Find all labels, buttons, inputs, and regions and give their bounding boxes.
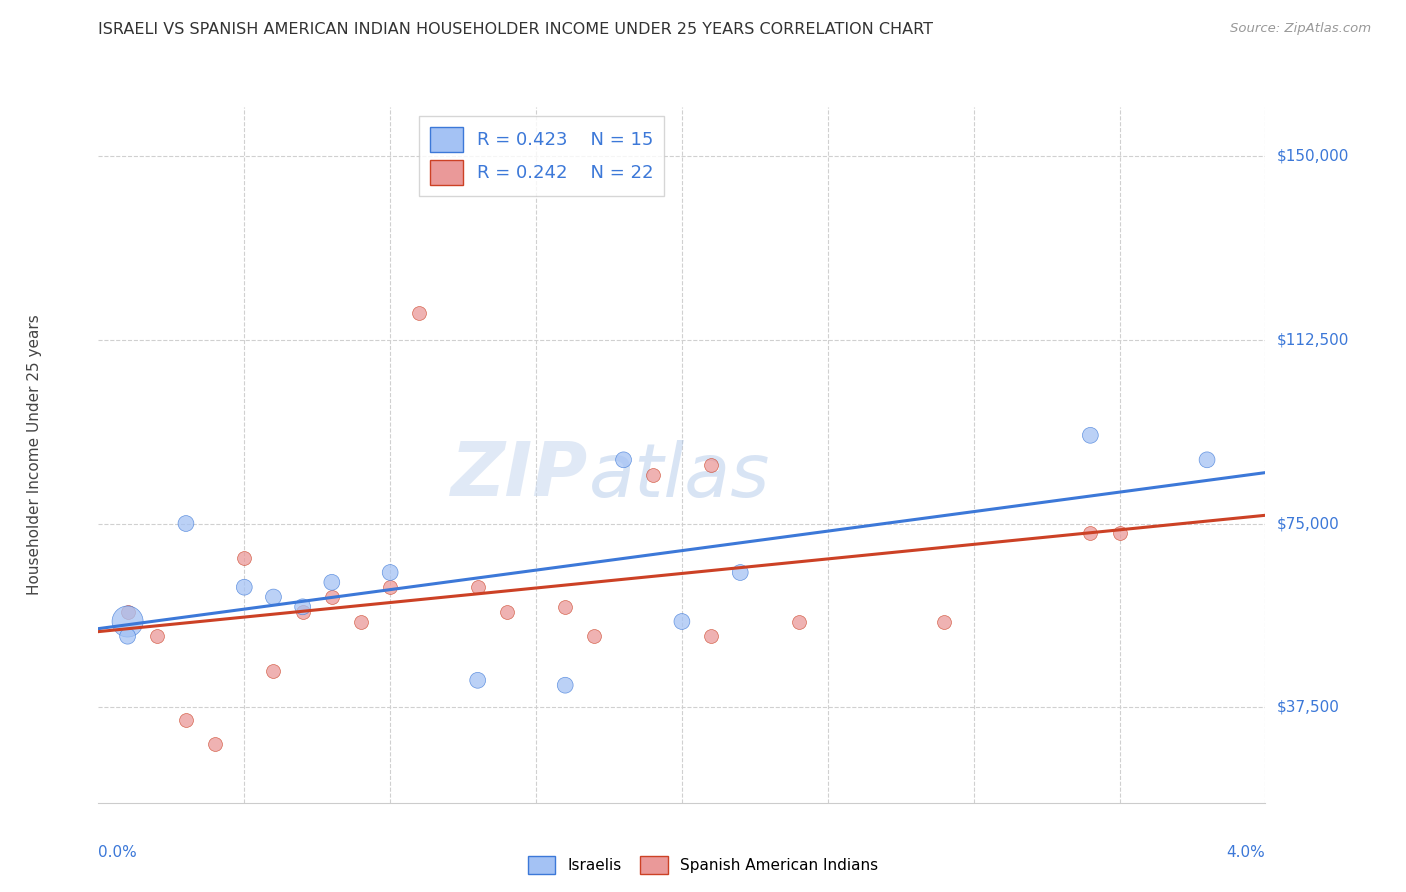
Point	[117, 615, 139, 629]
Point	[262, 664, 284, 678]
Point	[671, 615, 693, 629]
Point	[554, 678, 576, 692]
Point	[583, 629, 606, 643]
Point	[1080, 428, 1102, 442]
Point	[350, 615, 373, 629]
Legend: R = 0.423    N = 15, R = 0.242    N = 22: R = 0.423 N = 15, R = 0.242 N = 22	[419, 116, 665, 196]
Text: $37,500: $37,500	[1277, 699, 1340, 714]
Point	[378, 566, 402, 580]
Text: 0.0%: 0.0%	[98, 845, 138, 860]
Point	[612, 452, 634, 467]
Point	[728, 566, 751, 580]
Point	[700, 629, 723, 643]
Point	[146, 629, 169, 643]
Point	[174, 713, 197, 727]
Point	[408, 306, 430, 320]
Point	[787, 615, 810, 629]
Point	[321, 575, 343, 590]
Text: Householder Income Under 25 years: Householder Income Under 25 years	[27, 315, 42, 595]
Point	[700, 458, 723, 472]
Text: Source: ZipAtlas.com: Source: ZipAtlas.com	[1230, 22, 1371, 36]
Text: ZIP: ZIP	[451, 439, 589, 512]
Point	[496, 605, 519, 619]
Point	[291, 605, 314, 619]
Point	[467, 673, 489, 688]
Point	[1108, 526, 1130, 541]
Point	[174, 516, 197, 531]
Text: atlas: atlas	[589, 440, 770, 512]
Point	[554, 599, 576, 614]
Text: $112,500: $112,500	[1277, 333, 1348, 347]
Text: 4.0%: 4.0%	[1226, 845, 1265, 860]
Point	[1080, 526, 1102, 541]
Point	[467, 580, 489, 594]
Text: ISRAELI VS SPANISH AMERICAN INDIAN HOUSEHOLDER INCOME UNDER 25 YEARS CORRELATION: ISRAELI VS SPANISH AMERICAN INDIAN HOUSE…	[98, 22, 934, 37]
Point	[641, 467, 664, 482]
Point	[1195, 452, 1218, 467]
Point	[233, 580, 256, 594]
Point	[204, 737, 226, 751]
Point	[291, 599, 314, 614]
Legend: Israelis, Spanish American Indians: Israelis, Spanish American Indians	[522, 850, 884, 880]
Point	[321, 590, 343, 604]
Point	[233, 550, 256, 565]
Point	[378, 580, 402, 594]
Point	[262, 590, 284, 604]
Point	[934, 615, 956, 629]
Text: $75,000: $75,000	[1277, 516, 1340, 531]
Point	[117, 629, 139, 643]
Text: $150,000: $150,000	[1277, 149, 1348, 163]
Point	[117, 605, 139, 619]
